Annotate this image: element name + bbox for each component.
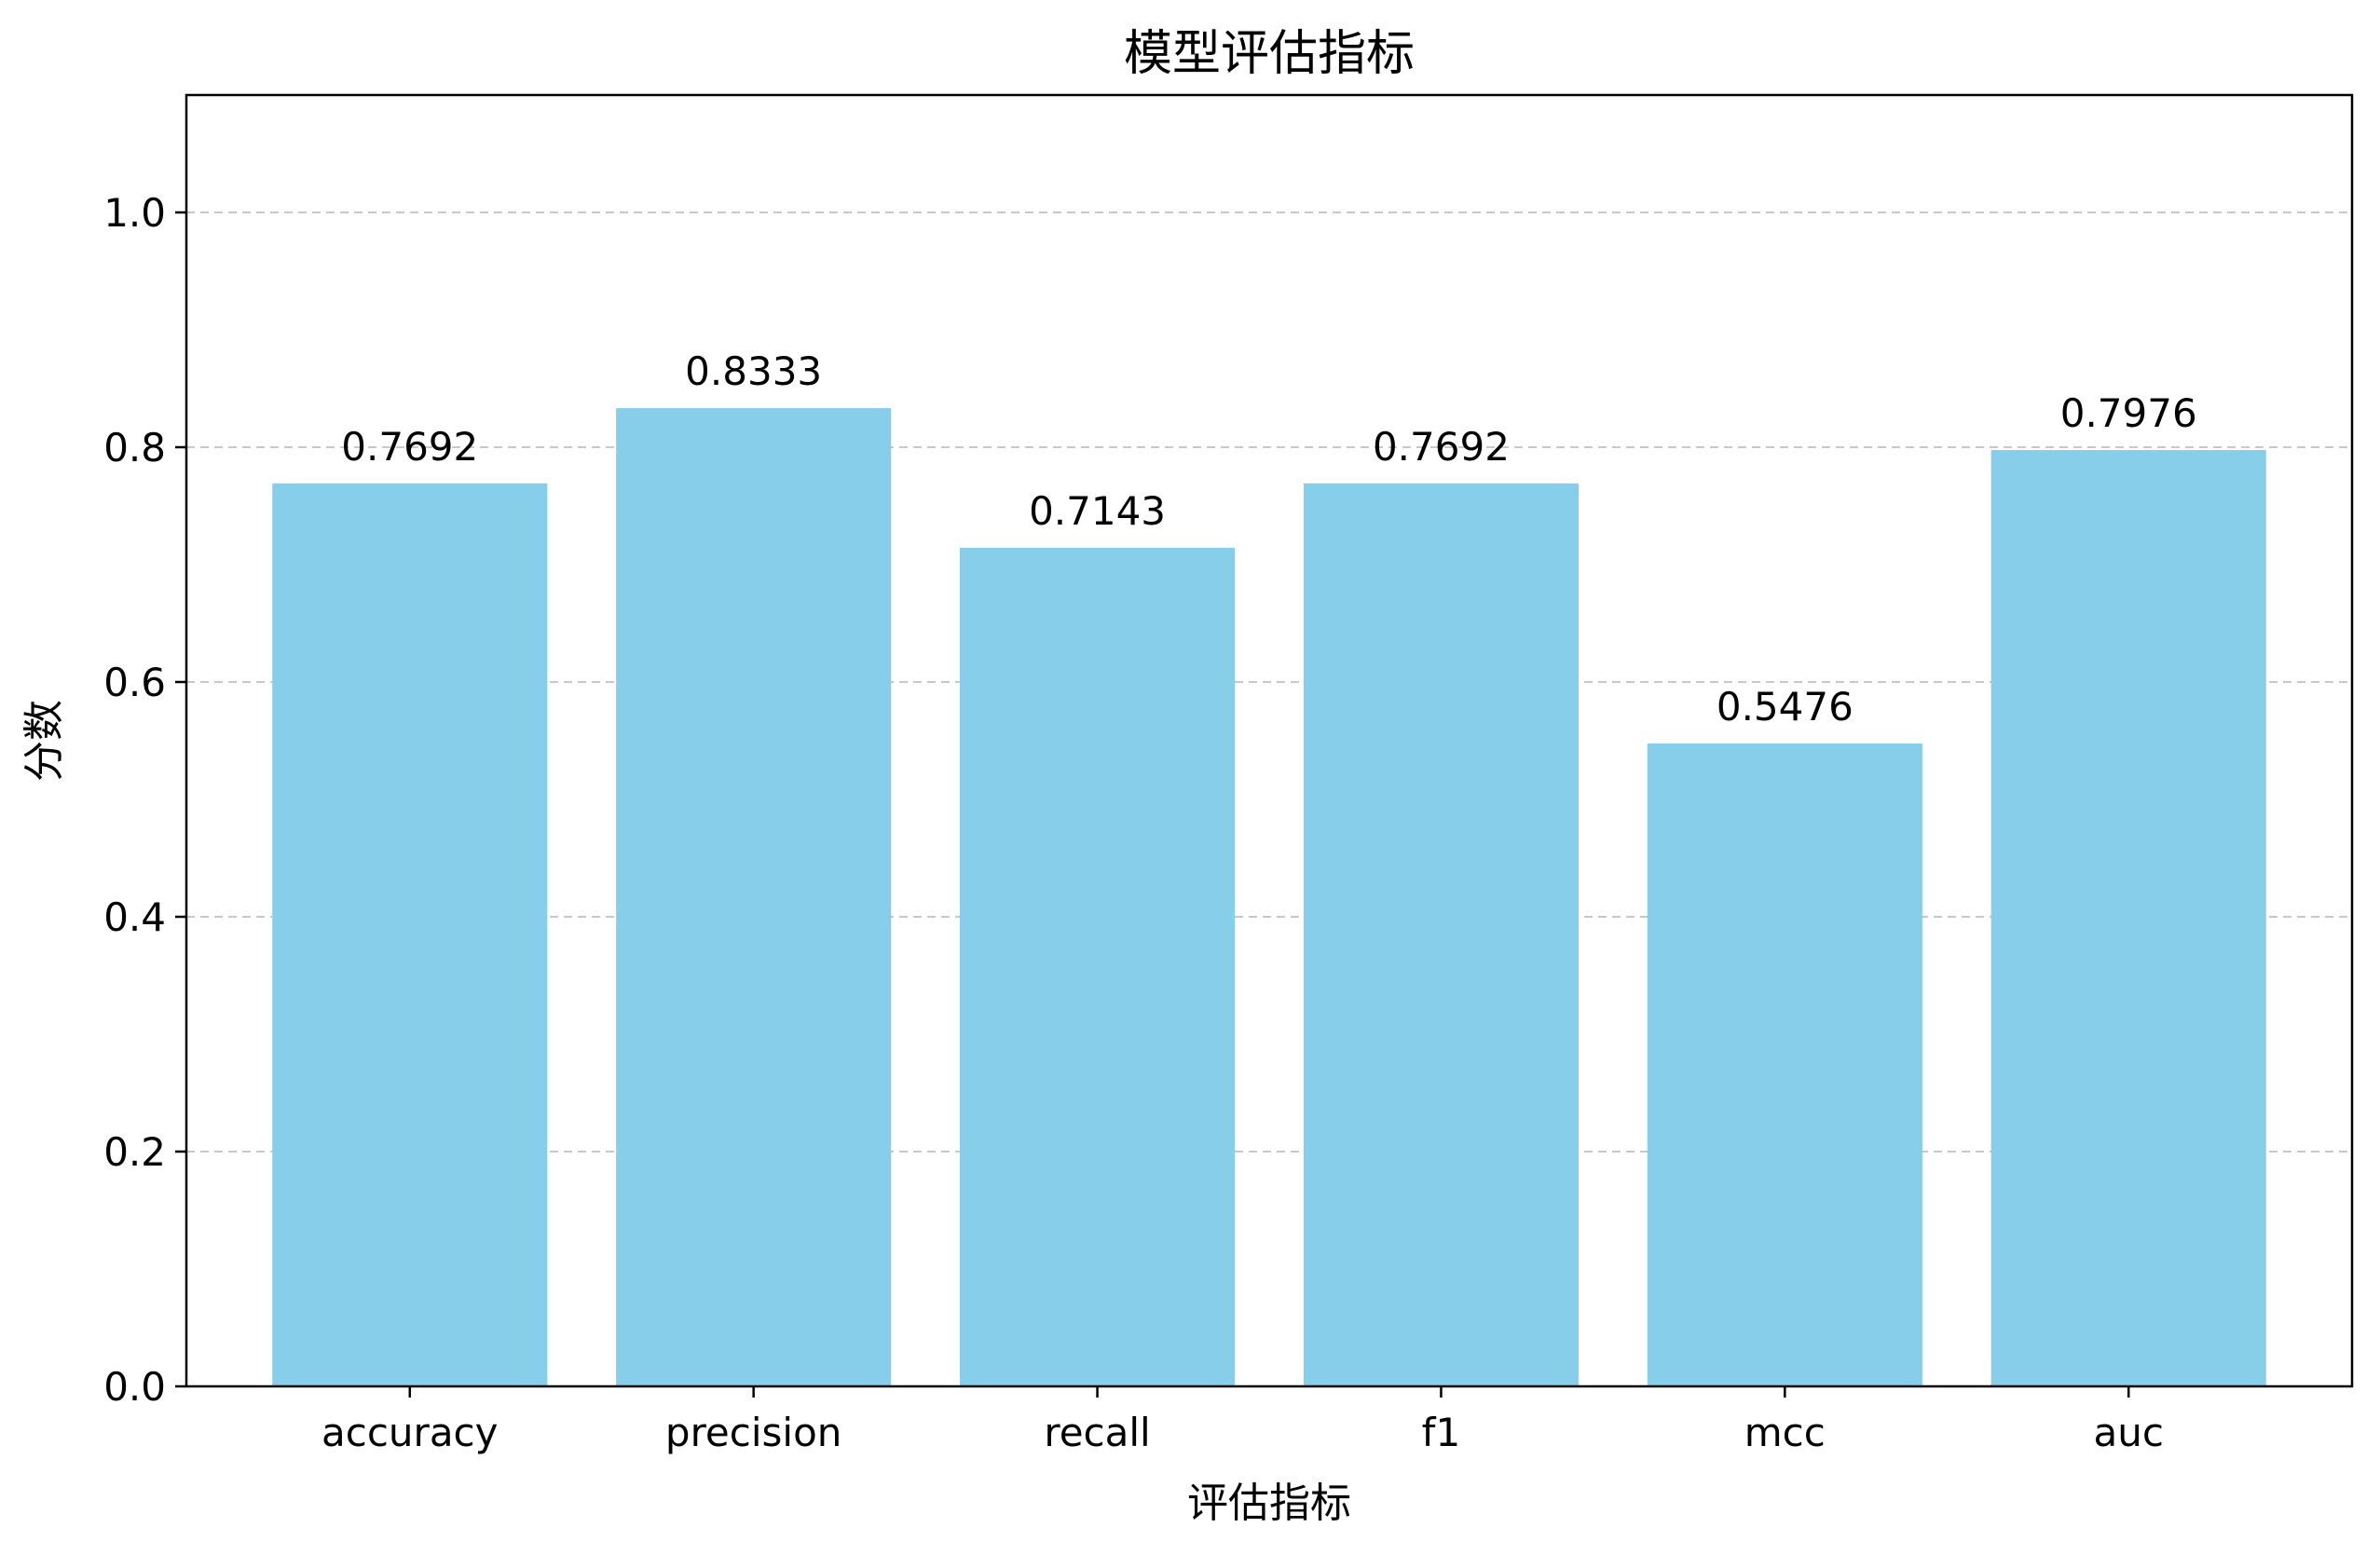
bar [272,483,548,1386]
data-label: 0.8333 [685,348,822,394]
y-tick-label: 1.0 [103,190,166,236]
x-axis-ticks: accuracy precision recall f1 mcc auc [321,1386,2164,1455]
x-tick-label: auc [2093,1410,2163,1455]
chart-title: 模型评估指标 [1124,26,1415,82]
y-tick-label: 0.6 [103,660,166,705]
data-label: 0.5476 [1717,684,1853,730]
x-tick-label: mcc [1744,1410,1826,1455]
x-axis-title: 评估指标 [1187,1480,1351,1527]
bar [1303,483,1579,1386]
data-label: 0.7976 [2060,390,2197,436]
data-label: 0.7692 [1373,424,1510,470]
bars [272,408,2266,1386]
x-tick-label: precision [665,1410,841,1455]
bar [616,408,892,1386]
y-axis-ticks: 0.0 0.2 0.4 0.6 0.8 1.0 [103,190,186,1410]
y-tick-label: 0.0 [103,1364,166,1410]
bar [1990,450,2266,1386]
x-tick-label: f1 [1422,1410,1461,1455]
bar [960,547,1236,1386]
value-labels: 0.7692 0.8333 0.7143 0.7692 0.5476 0.7976 [341,348,2196,730]
data-label: 0.7143 [1029,488,1166,534]
x-tick-label: accuracy [321,1410,499,1455]
y-tick-label: 0.2 [103,1129,166,1175]
y-tick-label: 0.8 [103,425,166,471]
data-label: 0.7692 [341,424,478,470]
x-tick-label: recall [1044,1410,1150,1455]
y-tick-label: 0.4 [103,894,166,940]
y-axis-title: 分数 [21,700,68,782]
plot-frame [185,93,2354,1388]
bar [1647,743,1922,1386]
